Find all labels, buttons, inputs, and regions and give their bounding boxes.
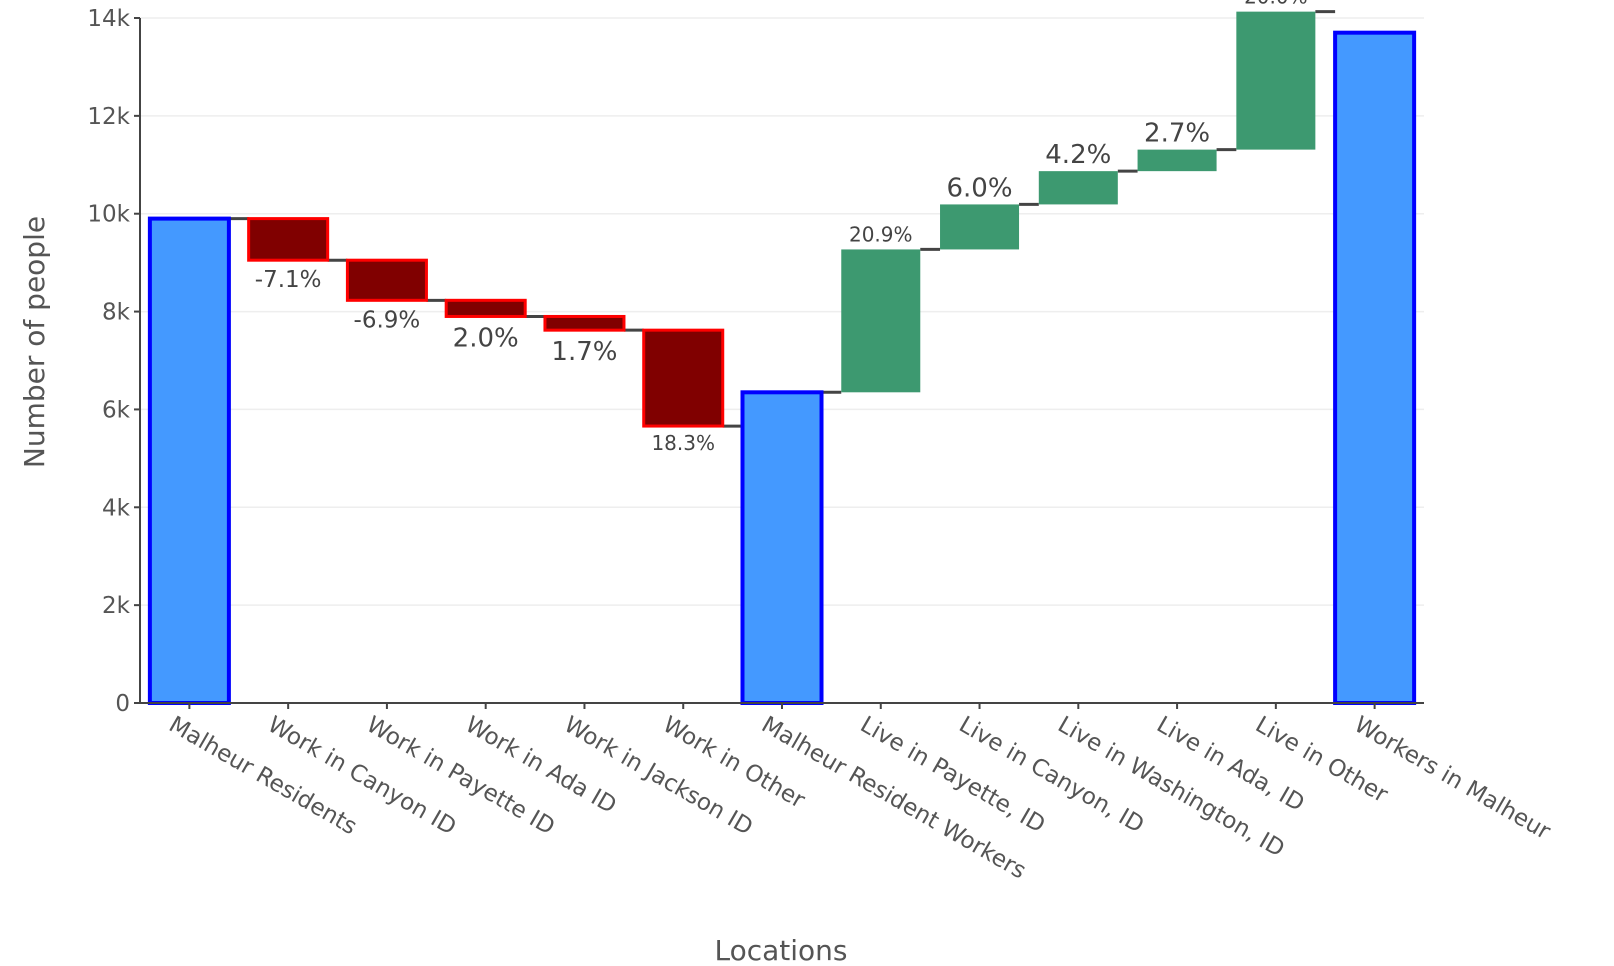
bar-increase: [940, 204, 1020, 250]
bar-increase: [1236, 11, 1316, 150]
data-label: 2.7%: [1144, 119, 1210, 149]
data-label: 20.9%: [849, 222, 913, 246]
data-label: 2.0%: [453, 323, 519, 353]
x-tick-label: Work in Canyon ID: [263, 712, 460, 841]
x-tick-label: Live in Canyon, ID: [955, 712, 1149, 839]
data-label: 18.3%: [651, 431, 715, 455]
bar-increase: [841, 249, 921, 393]
x-tick-label: Malheur Residents: [164, 712, 361, 841]
x-axis-title: Locations: [714, 934, 847, 966]
bar-total: [740, 390, 824, 705]
data-label: 20.0%: [1244, 0, 1308, 9]
data-label: -6.9%: [354, 307, 421, 333]
y-axis-title: Number of people: [18, 216, 51, 468]
data-label: -7.1%: [255, 267, 322, 293]
bar-increase: [1137, 149, 1217, 172]
y-tick-label: 2k: [102, 593, 131, 619]
bar-total: [147, 216, 231, 705]
bar-increase: [1038, 171, 1118, 205]
y-tick-label: 10k: [87, 202, 130, 228]
bar-decrease: [345, 258, 428, 302]
y-tick-label: 6k: [102, 397, 131, 423]
y-tick-label: 12k: [87, 104, 130, 130]
y-tick-label: 8k: [102, 300, 131, 326]
y-tick-label: 14k: [87, 6, 130, 32]
bars: [147, 11, 1417, 705]
bar-decrease: [444, 298, 527, 318]
x-tick-label: Work in Jackson ID: [559, 712, 757, 841]
data-labels: -7.1% -6.9% 2.0% 1.7% 18.3% 20.9% 6.0% 4.2% 2.7%…: [255, 0, 1308, 455]
bar-total: [1333, 30, 1417, 705]
bar-decrease: [642, 328, 725, 428]
data-label: 6.0%: [947, 173, 1013, 203]
bar-decrease: [543, 314, 626, 332]
data-label: 1.7%: [551, 337, 617, 367]
x-tick-label: Work in Payette ID: [362, 712, 559, 841]
connector-lines: [228, 10, 1336, 428]
y-tick-label: 4k: [102, 495, 131, 521]
data-label: 4.2%: [1045, 140, 1111, 170]
y-tick-label: 0: [115, 691, 130, 717]
bar-decrease: [247, 217, 330, 262]
